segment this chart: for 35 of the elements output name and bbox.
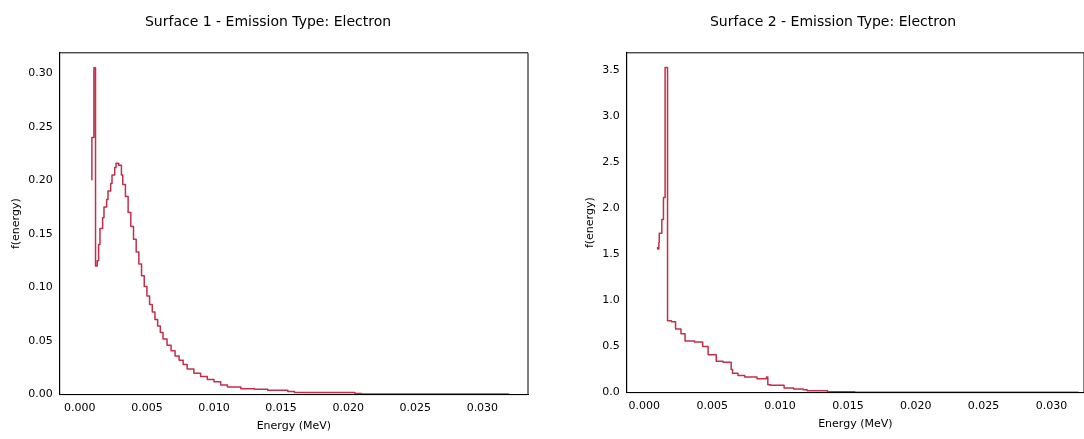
x-tick-label: 0.010 bbox=[764, 399, 796, 413]
x-tick-label: 0.030 bbox=[1035, 399, 1068, 413]
chart-title: Surface 2 - Emission Type: Electron bbox=[709, 13, 957, 30]
y-tick-label: 0.30 bbox=[28, 66, 53, 80]
x-tick-label: 0.020 bbox=[899, 399, 932, 413]
y-axis-title: f(energy) bbox=[9, 198, 23, 250]
x-tick-label: 0.005 bbox=[131, 401, 163, 415]
y-tick-label: 0.25 bbox=[28, 119, 53, 133]
y-tick-label: 0.0 bbox=[602, 385, 620, 399]
x-tick-label: 0.000 bbox=[64, 401, 96, 415]
x-tick-label: 0.000 bbox=[628, 399, 661, 413]
y-axis-title: f(energy) bbox=[583, 197, 597, 249]
y-tick-label: 2.0 bbox=[602, 201, 620, 215]
chart-title: Surface 1 - Emission Type: Electron bbox=[144, 13, 392, 30]
y-tick-label: 0.5 bbox=[602, 339, 620, 353]
x-tick-label: 0.025 bbox=[967, 399, 1000, 413]
x-tick-label: 0.015 bbox=[265, 401, 297, 415]
y-tick-label: 3.5 bbox=[602, 63, 620, 77]
x-axis-title: Energy (MeV) bbox=[256, 419, 332, 433]
x-tick-label: 0.010 bbox=[198, 401, 230, 415]
x-tick-label: 0.030 bbox=[466, 401, 499, 415]
y-tick-label: 2.5 bbox=[602, 155, 620, 169]
y-tick-label: 0.10 bbox=[28, 280, 53, 294]
y-tick-label: 0.00 bbox=[28, 387, 53, 401]
x-tick-label: 0.025 bbox=[399, 401, 432, 415]
x-tick-label: 0.005 bbox=[696, 399, 728, 413]
y-tick-label: 0.20 bbox=[28, 173, 53, 187]
x-axis-title: Energy (MeV) bbox=[818, 417, 893, 431]
y-tick-label: 3.0 bbox=[602, 109, 620, 123]
y-tick-label: 0.05 bbox=[28, 333, 53, 347]
y-tick-label: 0.15 bbox=[28, 226, 53, 240]
x-tick-label: 0.015 bbox=[832, 399, 864, 413]
x-tick-label: 0.020 bbox=[332, 401, 364, 415]
y-tick-label: 1.5 bbox=[602, 247, 620, 261]
y-tick-label: 1.0 bbox=[602, 293, 620, 307]
